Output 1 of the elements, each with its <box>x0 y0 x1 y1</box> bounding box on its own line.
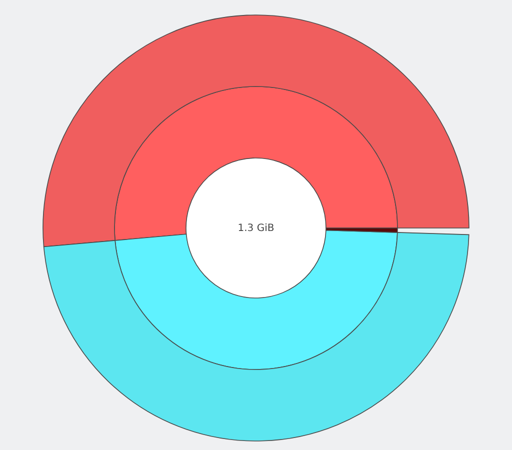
text: 1.3 GiB <box>238 223 274 234</box>
